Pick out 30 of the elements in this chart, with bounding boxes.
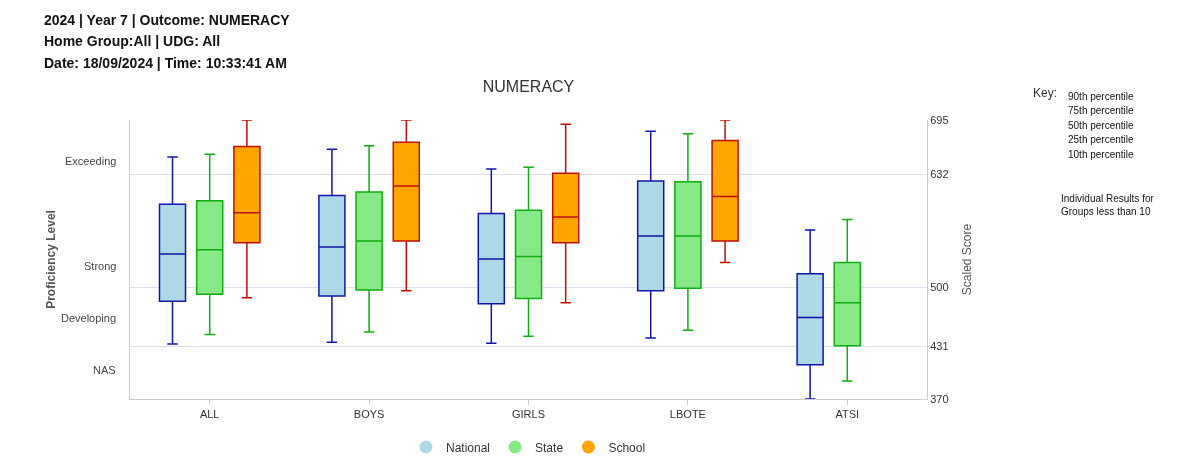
text: Strong <box>84 260 117 272</box>
text: Exceeding <box>65 155 117 167</box>
text: 10th percentile <box>1068 149 1135 160</box>
text: Individual Results for Groups less than 10 <box>1061 193 1155 217</box>
text: Key: <box>1033 86 1058 100</box>
legend-label: State <box>535 440 564 455</box>
x-tick-label: BOYS <box>353 408 385 421</box>
text: Developing <box>61 312 117 324</box>
y-tick-label: 500 <box>930 281 949 294</box>
legend-label: School <box>608 440 646 455</box>
text: NAS <box>93 364 116 376</box>
x-tick-label: ATSI <box>835 408 860 421</box>
y-tick-label: 695 <box>930 113 949 126</box>
text: 75th percentile <box>1068 105 1135 116</box>
x-tick-label: LBOTE <box>669 408 706 421</box>
text: 25th percentile <box>1068 134 1135 145</box>
text: Proficiency Level <box>43 210 58 309</box>
x-tick-label: ALL <box>199 408 220 421</box>
y-tick-label: 370 <box>930 392 949 405</box>
y-axis-title: Scaled Score <box>960 223 975 296</box>
x-tick-label: GIRLS <box>511 408 546 421</box>
text: 2024 | Year 7 | Outcome: NUMERACY <box>44 12 291 28</box>
text: 50th percentile <box>1068 120 1135 131</box>
text: Date: 18/09/2024 | Time: 10:33:41 AM <box>44 55 287 71</box>
text: 90th percentile <box>1068 91 1135 102</box>
text: Home Group:All | UDG: All <box>44 33 221 49</box>
y-tick-label: 632 <box>930 167 949 180</box>
y-tick-label: 431 <box>930 340 949 353</box>
legend-label: National <box>446 440 491 455</box>
chart-title: NUMERACY <box>482 77 575 95</box>
